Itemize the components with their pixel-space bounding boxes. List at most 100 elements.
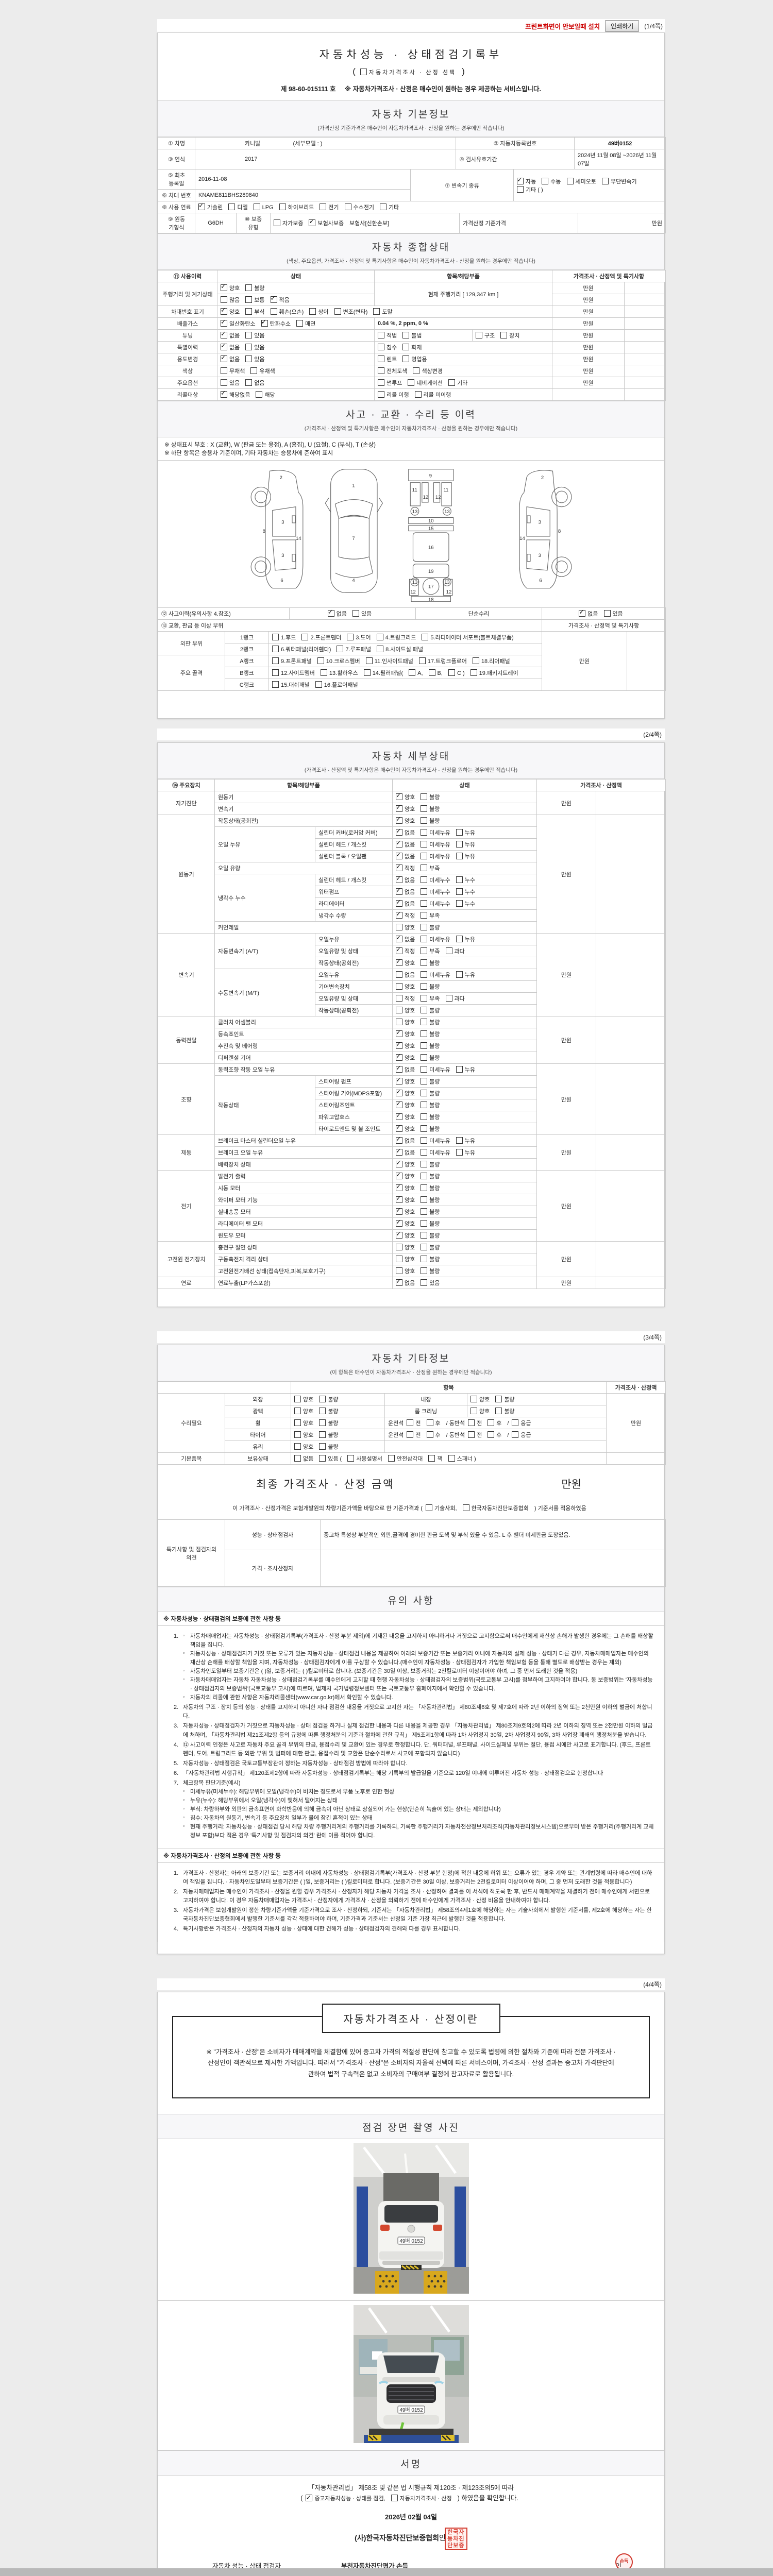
checkbox-option[interactable]: 사용설명서 [347, 1455, 382, 1462]
checkbox-option[interactable]: 7.루프패널 [337, 646, 371, 653]
checkbox[interactable] [421, 841, 428, 848]
checkbox-option[interactable]: 불량 [319, 1396, 339, 1403]
checkbox[interactable] [456, 971, 463, 978]
checkbox[interactable] [347, 1455, 355, 1462]
checkbox[interactable] [402, 332, 410, 338]
checkbox[interactable] [294, 1396, 301, 1402]
checkbox-option[interactable]: 누유 [456, 829, 475, 836]
checkbox-option[interactable]: 렌트 [378, 355, 397, 363]
checkbox[interactable] [245, 344, 253, 350]
checkbox-option[interactable]: 양호 [396, 1244, 415, 1251]
checkbox[interactable] [396, 1076, 402, 1084]
checkbox-option[interactable]: 색상변경 [413, 367, 443, 375]
checkbox-option[interactable]: 양호 [396, 1267, 415, 1275]
checkbox-option[interactable]: 양호 [470, 1408, 490, 1415]
checkbox[interactable] [221, 342, 227, 350]
checkbox-option[interactable]: 양호 [396, 1052, 415, 1061]
checkbox[interactable] [245, 355, 253, 362]
checkbox-option[interactable]: 도말 [373, 308, 393, 315]
checkbox-option[interactable]: 수소전기 [344, 204, 374, 211]
checkbox-option[interactable]: 양호 [396, 1230, 415, 1239]
checkbox-option[interactable]: A, [409, 669, 423, 676]
checkbox-option[interactable]: 미세누수 [421, 888, 450, 895]
checkbox-option[interactable]: 전 [468, 1431, 482, 1438]
checkbox[interactable] [396, 1194, 402, 1203]
checkbox-option[interactable]: 불량 [421, 1267, 440, 1275]
checkbox-option[interactable]: 미세누유 [421, 971, 450, 978]
checkbox[interactable] [221, 367, 227, 374]
checkbox-option[interactable]: 안전삼각대 [388, 1455, 423, 1462]
checkbox-option[interactable]: 불량 [495, 1396, 515, 1403]
checkbox[interactable] [301, 634, 309, 640]
checkbox[interactable] [396, 791, 402, 800]
checkbox-option[interactable]: 불량 [421, 1220, 440, 1227]
checkbox-option[interactable]: 불량 [421, 1208, 440, 1215]
checkbox-option[interactable]: 중고자동차성능 · 상태를 점검, [306, 2493, 385, 2503]
checkbox[interactable] [495, 1396, 502, 1402]
checkbox-option[interactable]: 없음 [396, 874, 415, 884]
checkbox-option[interactable]: 없음 [327, 608, 347, 617]
checkbox[interactable] [456, 900, 463, 907]
print-install-link[interactable]: 프린트화면이 안보일때 설치 [525, 23, 600, 30]
checkbox[interactable] [421, 1232, 428, 1239]
checkbox-option[interactable]: 적음 [270, 294, 290, 303]
checkbox[interactable] [421, 1113, 428, 1120]
checkbox[interactable] [319, 1419, 326, 1426]
checkbox-option[interactable]: 후 [488, 1419, 501, 1427]
checkbox[interactable] [309, 217, 316, 226]
checkbox-option[interactable]: 불량 [421, 959, 440, 967]
checkbox[interactable] [579, 608, 586, 617]
checkbox-option[interactable]: 양호 [396, 1123, 415, 1132]
checkbox[interactable] [221, 318, 227, 327]
checkbox-option[interactable]: 양호 [396, 1218, 415, 1227]
checkbox-option[interactable]: 있음 ( [319, 1455, 342, 1462]
checkbox-option[interactable]: 불량 [421, 1007, 440, 1014]
checkbox[interactable] [309, 308, 316, 315]
print-button[interactable]: 인쇄하기 [605, 20, 640, 32]
checkbox-option[interactable]: 양호 [396, 1111, 415, 1121]
checkbox[interactable] [396, 851, 402, 859]
checkbox[interactable] [421, 1220, 428, 1227]
checkbox[interactable] [396, 957, 402, 966]
checkbox-option[interactable]: 기타 [379, 204, 399, 211]
checkbox[interactable] [421, 1030, 428, 1037]
checkbox-option[interactable]: 있음 [421, 1279, 440, 1286]
checkbox[interactable] [391, 2494, 398, 2501]
checkbox-option[interactable]: 불법 [402, 332, 422, 339]
checkbox-option[interactable]: 적정 [396, 862, 415, 872]
checkbox[interactable] [421, 1054, 428, 1061]
checkbox-option[interactable]: 불량 [319, 1419, 339, 1427]
checkbox-option[interactable]: 양호 [396, 1171, 415, 1180]
checkbox-option[interactable]: 미세누유 [421, 936, 450, 943]
checkbox[interactable] [421, 1042, 428, 1049]
checkbox-option[interactable]: 부족 [421, 912, 440, 919]
checkbox-option[interactable]: 미세누유 [421, 853, 450, 860]
checkbox-option[interactable]: 일산화탄소 [221, 318, 256, 327]
checkbox[interactable] [221, 389, 227, 398]
checkbox[interactable] [294, 1431, 301, 1438]
checkbox[interactable] [396, 1206, 402, 1215]
checkbox-option[interactable]: 보통 [245, 296, 265, 303]
checkbox-option[interactable]: 전 [407, 1431, 421, 1438]
checkbox-option[interactable]: 적정 [396, 995, 415, 1002]
checkbox-option[interactable]: LPG [253, 204, 274, 211]
checkbox-option[interactable]: 썬루프 [378, 379, 402, 386]
checkbox-option[interactable]: 리콜 미이행 [414, 391, 451, 398]
checkbox[interactable] [512, 1419, 519, 1426]
checkbox[interactable] [347, 634, 354, 640]
checkbox-option[interactable]: 영업용 [402, 355, 427, 363]
checkbox[interactable] [421, 947, 428, 954]
checkbox[interactable] [319, 1443, 326, 1450]
checkbox[interactable] [396, 874, 402, 883]
checkbox-option[interactable]: 기술사회, [426, 1504, 457, 1512]
checkbox-option[interactable]: 후 [426, 1419, 441, 1427]
checkbox-option[interactable]: 양호 [396, 924, 415, 931]
checkbox[interactable] [421, 1244, 428, 1250]
checkbox-option[interactable]: 불량 [421, 1019, 440, 1026]
checkbox[interactable] [377, 646, 384, 652]
checkbox[interactable] [445, 995, 452, 1002]
checkbox-option[interactable]: 디젤 [228, 204, 248, 211]
checkbox-option[interactable]: 없음 [396, 1135, 415, 1144]
checkbox-option[interactable]: 없음 [294, 1455, 313, 1462]
checkbox-option[interactable]: 9.프론트패널 [272, 657, 312, 665]
